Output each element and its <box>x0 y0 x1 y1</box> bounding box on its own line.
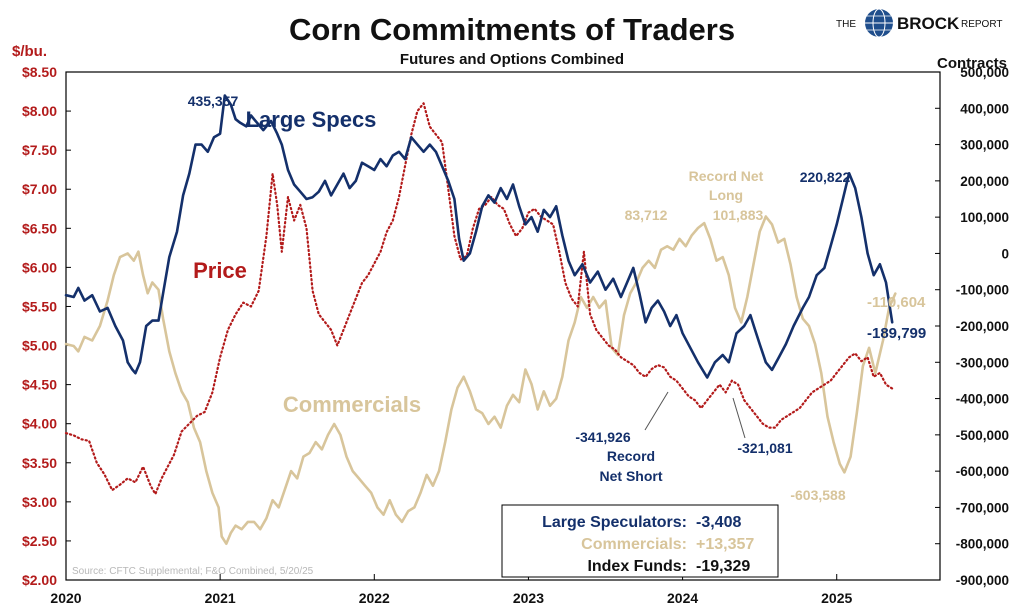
y-right-tick-label: 0 <box>1001 246 1009 261</box>
annotation-label: Large Specs <box>246 107 377 132</box>
chart-subtitle: Futures and Options Combined <box>400 51 624 68</box>
y-right-tick-label: 100,000 <box>960 210 1009 225</box>
y-right-tick-label: -800,000 <box>956 537 1009 552</box>
legend-row-value: -19,329 <box>696 558 750 575</box>
legend-rows: Large Speculators: -3,408 Commercials: +13,… <box>542 514 754 575</box>
annotation-label: 83,712 <box>625 207 668 223</box>
logo-report-text: REPORT <box>961 19 1003 30</box>
y-left-tick-label: $5.50 <box>22 298 57 314</box>
annotation-label: Long <box>709 187 743 203</box>
y-left-tick-label: $7.50 <box>22 142 57 158</box>
x-tick-label: 2025 <box>821 590 852 606</box>
y-left-tick-label: $3.50 <box>22 455 57 471</box>
annotation-label: -341,926 <box>575 429 630 445</box>
annotation-label: -110,604 <box>867 294 926 311</box>
y-right-tick-label: -900,000 <box>956 573 1009 588</box>
y-left-tick-label: $2.00 <box>22 572 57 588</box>
annotation-label: Net Short <box>600 468 663 484</box>
y-right-tick-label: -200,000 <box>956 319 1009 334</box>
y-right-tick-label: -400,000 <box>956 392 1009 407</box>
y-left-tick-label: $4.50 <box>22 377 57 393</box>
y-right-tick-label: -500,000 <box>956 428 1009 443</box>
leader-line <box>644 391 669 431</box>
annotation-label: 101,883 <box>713 207 764 223</box>
annotation-label: -603,588 <box>790 487 845 503</box>
y-right-tick-label: 200,000 <box>960 174 1009 189</box>
y-left-tick-label: $6.00 <box>22 259 57 275</box>
x-tick-label: 2021 <box>205 590 236 606</box>
source-note: Source: CFTC Supplemental; F&O Combined,… <box>72 566 314 577</box>
logo-brock-text: BROCK <box>897 14 960 33</box>
y-left-tick-label: $7.00 <box>22 181 57 197</box>
legend-row-label: Commercials: <box>581 536 687 553</box>
y-right-tick-label: 500,000 <box>960 65 1009 80</box>
leader-line <box>732 397 746 439</box>
legend-row-value: -3,408 <box>696 514 741 531</box>
logo-the-text: THE <box>836 19 856 30</box>
legend-row-label: Index Funds: <box>587 558 687 575</box>
x-tick-label: 2023 <box>513 590 544 606</box>
series-line-price <box>64 102 894 496</box>
x-tick-label: 2022 <box>359 590 390 606</box>
y-right-tick-label: -600,000 <box>956 464 1009 479</box>
y-left-tick-label: $4.00 <box>22 416 57 432</box>
y-right-ticks: 500,000 400,000 300,000 200,000 100,000 0 -100… <box>935 65 1009 588</box>
y-left-tick-label: $3.00 <box>22 494 57 510</box>
x-tick-label: 2024 <box>667 590 698 606</box>
annotation-label: 435,357 <box>188 93 239 109</box>
legend-row-label: Large Speculators: <box>542 514 687 531</box>
y-right-tick-label: 400,000 <box>960 101 1009 116</box>
x-tick-label: 2020 <box>50 590 81 606</box>
annotation-label: 220,822 <box>800 169 851 185</box>
y-right-tick-label: -700,000 <box>956 500 1009 515</box>
y-left-tick-label: $2.50 <box>22 533 57 549</box>
y-right-tick-label: 300,000 <box>960 138 1009 153</box>
series-line-large-specs <box>64 94 894 379</box>
y-left-tick-label: $5.00 <box>22 338 57 354</box>
annotations: 435,357 Large Specs Price Commercials 83,712… <box>188 93 927 503</box>
annotation-label: -189,799 <box>867 325 926 342</box>
series-line-commercials <box>64 215 897 545</box>
y-left-tick-label: $6.50 <box>22 220 57 236</box>
y-right-tick-label: -300,000 <box>956 355 1009 370</box>
y-left-tick-label: $8.50 <box>22 64 57 80</box>
y-left-tick-label: $8.00 <box>22 103 57 119</box>
annotation-label: Record <box>607 448 655 464</box>
y-left-unit-label: $/bu. <box>12 43 47 60</box>
series-layer <box>64 94 897 545</box>
annotation-label: Price <box>193 258 247 283</box>
brock-report-logo: THE BROCK REPORT <box>836 8 1003 38</box>
annotation-label: Record Net <box>689 168 764 184</box>
x-ticks: 2020 2021 2022 2023 2024 2025 <box>50 574 853 606</box>
legend-row-value: +13,357 <box>696 536 754 553</box>
y-left-ticks: $8.50 $8.00 $7.50 $7.00 $6.50 $6.00 $5.50 $5.00… <box>22 64 71 588</box>
positions-change-box <box>501 504 779 578</box>
y-right-unit-label: Contracts <box>937 55 1007 72</box>
chart-title: Corn Commitments of Traders <box>289 12 735 47</box>
y-right-tick-label: -100,000 <box>956 283 1009 298</box>
annotation-label: Commercials <box>283 392 421 417</box>
annotation-label: -321,081 <box>737 440 792 456</box>
